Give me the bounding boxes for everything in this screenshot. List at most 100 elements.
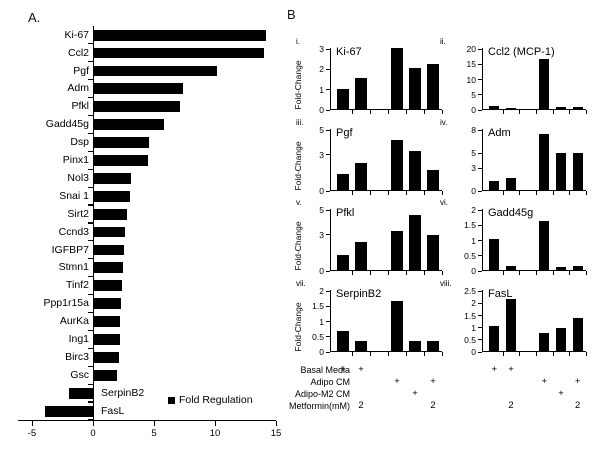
subplot-y-tick-label: 2 [319, 64, 324, 75]
subplot-x-tick [424, 352, 426, 356]
subplot-y-tick-label: 0 [319, 347, 324, 357]
subplot-bar [539, 58, 550, 109]
subplot-y-tick-label: 1.5 [312, 301, 324, 312]
condition-label: Metformin(mM) [289, 401, 350, 411]
subplot-y-tick [478, 327, 482, 329]
panel-a-bar [93, 226, 126, 238]
subplot-x-tick [388, 110, 390, 114]
panel-a-category-label: Gsc [70, 368, 89, 381]
subplot-y-axis [330, 290, 332, 352]
condition-mark: + [574, 376, 581, 387]
panel-a-category-label: Dsp [70, 136, 89, 149]
panel-a-axis-tick [88, 365, 93, 367]
panel-b-subplot: iii. Fold-Change 0 3 5 Pgf [293, 118, 446, 205]
condition-mark: + [394, 376, 400, 387]
subplot-bar [555, 153, 567, 190]
subplot-y-tick-label: 5 [471, 148, 476, 158]
subplot-plot-area: 0 0.5 1 1.5 2 [312, 286, 444, 357]
subplot-bar [572, 107, 583, 109]
subplot-bar [391, 139, 403, 190]
panel-a-row: FasL [0, 402, 285, 420]
subplot-bar [409, 68, 421, 109]
subplot-x-axis [330, 108, 442, 110]
panel-a-category-label: Ki-67 [64, 28, 89, 41]
subplot-x-tick [370, 191, 372, 195]
panel-a-row: Ki-67 [0, 26, 285, 44]
panel-a-category-label: Ccnd3 [58, 225, 89, 238]
panel-a-category-label: Pgf [73, 64, 89, 77]
subplot-y-tick [326, 129, 330, 131]
subplot-bar [409, 341, 421, 351]
panel-a-bar [93, 369, 118, 381]
subplot-y-tick-label: 0 [319, 186, 324, 196]
subplot-y-tick [478, 109, 482, 111]
subplot-y-tick [478, 302, 482, 304]
panel-a-row: Nol3 [0, 169, 285, 187]
subplot-y-tick-label: 2.5 [464, 286, 476, 297]
panel-a-bar [93, 208, 128, 220]
panel-a-axis-tick [88, 401, 93, 403]
subplot-bar [505, 177, 517, 190]
subplot-x-tick [370, 352, 372, 356]
panel-a-row: AurKa [0, 313, 285, 331]
subplot-y-axis [330, 129, 332, 191]
subplot-y-tick [326, 234, 330, 236]
subplot-x-tick [586, 191, 588, 195]
subplot-y-tick-label: 5 [319, 205, 324, 216]
condition-mark: 2 [575, 400, 581, 411]
subplot-x-tick [552, 191, 554, 195]
subplot-bar [355, 163, 367, 190]
condition-mark: + [358, 364, 364, 375]
subplot-x-tick [352, 110, 354, 114]
subplot-plot-area: 0 5 10 15 20 [467, 44, 588, 115]
panel-a-bar [93, 155, 148, 166]
subplot-y-tick [478, 63, 482, 65]
subplot-x-tick [352, 352, 354, 356]
subplot-bar [505, 108, 517, 109]
subplot-x-tick [442, 271, 444, 275]
subplot-x-tick [569, 271, 571, 275]
subplot-bar [355, 78, 367, 109]
panel-a-row: Ppp1r15a [0, 295, 285, 313]
subplot-y-tick [478, 315, 482, 317]
subplot-y-tick-label: 3 [471, 163, 476, 174]
panel-b-subplot: viii. 0 0.5 1 1.5 2 2.5 FasL [440, 279, 590, 366]
subplot-x-tick [424, 271, 426, 275]
subplot-title: Ccl2 (MCP-1) [488, 46, 555, 58]
legend-swatch-icon [168, 396, 175, 404]
subplot-x-tick [586, 110, 588, 114]
panel-a-row: Dsp [0, 133, 285, 151]
subplot-x-tick [519, 191, 521, 195]
subplot-index-label: ii. [440, 37, 446, 46]
subplot-x-tick [388, 191, 390, 195]
subplot-y-tick [478, 190, 482, 192]
subplot-x-axis [482, 350, 586, 352]
subplot-index-label: viii. [440, 279, 452, 288]
subplot-y-tick [326, 290, 330, 292]
panel-a-axis-tick [88, 204, 93, 206]
panel-a-row: Gadd45g [0, 116, 285, 134]
subplot-y-tick-label: 8 [471, 125, 476, 136]
subplot-title: Gadd45g [488, 207, 534, 219]
panel-a-bar [93, 83, 184, 95]
subplot-x-tick [388, 271, 390, 275]
subplot-x-tick [502, 352, 504, 356]
subplot-x-tick [442, 110, 444, 114]
condition-label: Adipo-M2 CM [294, 389, 350, 399]
panel-a-axis-tick [88, 383, 93, 385]
subplot-bar [409, 215, 421, 270]
condition-row: Basal Media + + + + [254, 364, 600, 376]
subplot-x-tick [370, 110, 372, 114]
subplot-y-tick [478, 255, 482, 257]
subplot-bar [489, 105, 500, 109]
subplot-bar [337, 174, 349, 190]
panel-a-row: Stmn1 [0, 259, 285, 277]
subplot-bar [539, 333, 550, 351]
subplot-y-tick-label: 15 [466, 59, 476, 70]
subplot-y-tick-label: 3 [319, 149, 324, 160]
panel-a-row: Ccnd3 [0, 223, 285, 241]
panel-a-bar [93, 119, 164, 131]
subplot-y-tick-label: 2 [471, 298, 476, 309]
panel-a-row: Ing1 [0, 330, 285, 348]
subplot-plot-area: 0 3 5 8 [471, 125, 588, 196]
